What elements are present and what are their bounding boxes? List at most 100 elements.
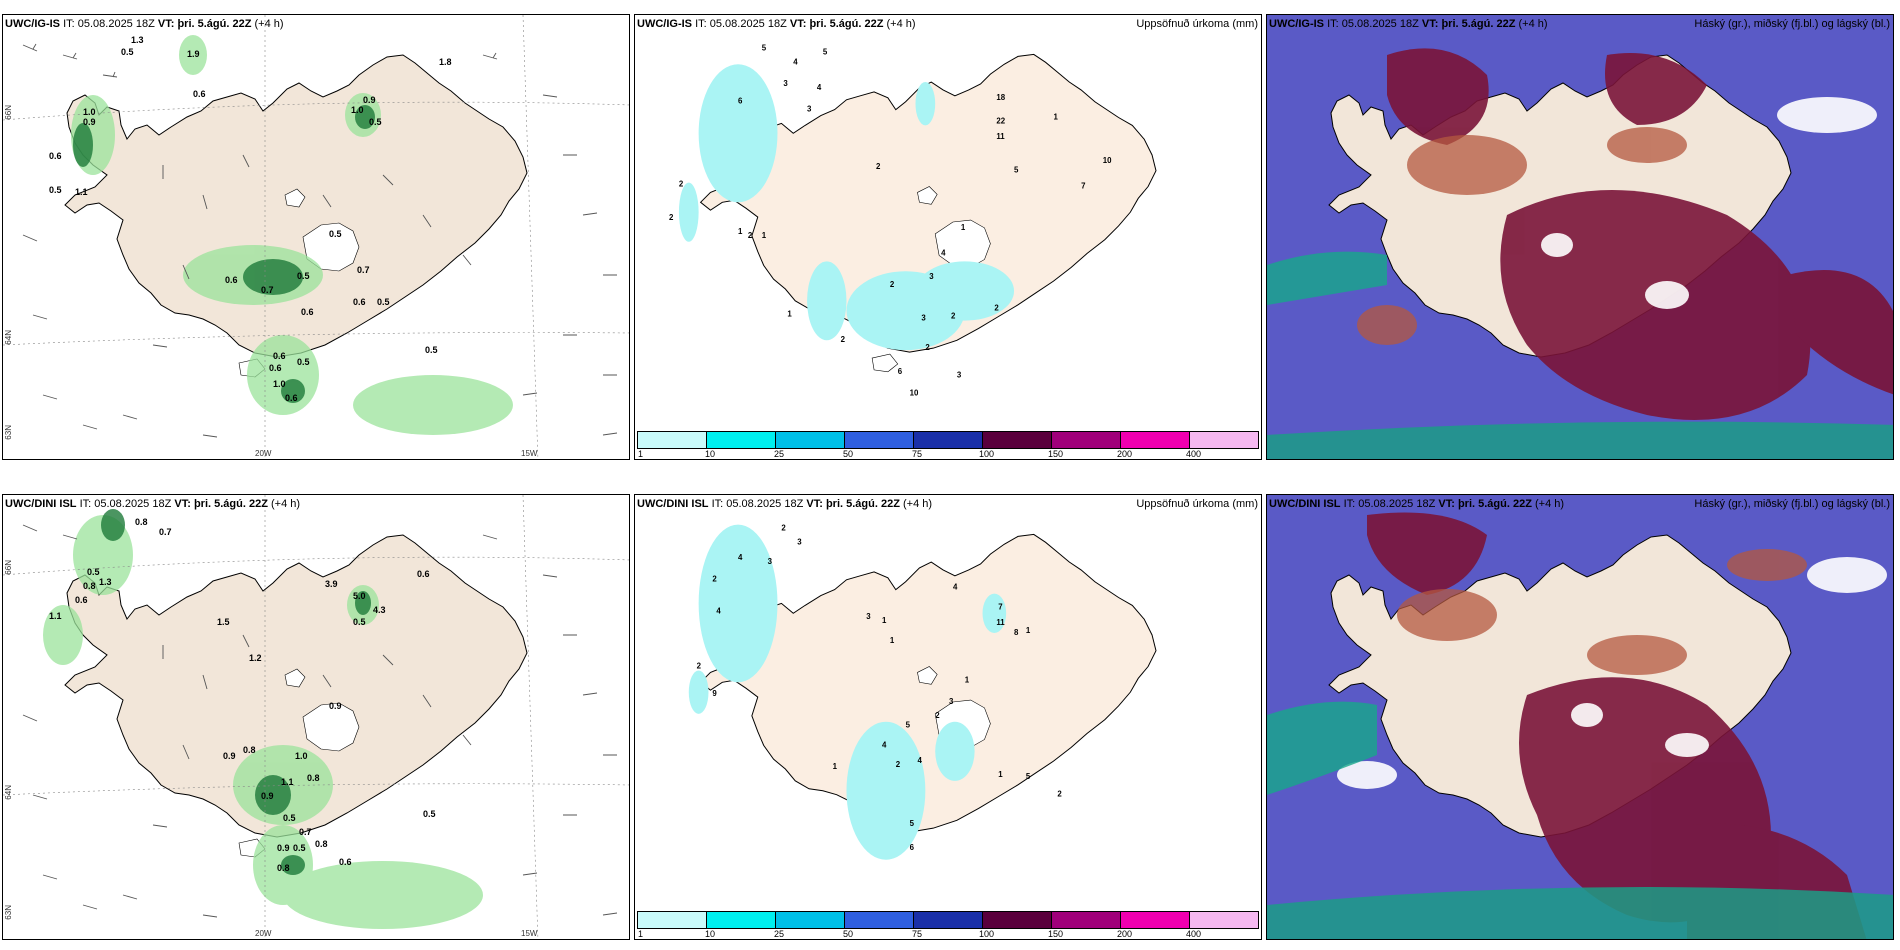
svg-text:4.3: 4.3 xyxy=(373,605,386,615)
accum-precip-map: 5 4 5 3 4 6 3 2 2 2 1 1 18 22 11 1 10 5 … xyxy=(639,15,1259,429)
lon-label: 15W xyxy=(521,449,538,458)
colorbar-segment xyxy=(707,912,776,928)
panel-clouds-igis: UWC/IG-IS IT: 05.08.2025 18Z VT: þri. 5.… xyxy=(1266,14,1894,460)
mid-cloud xyxy=(1397,549,1807,675)
svg-text:4: 4 xyxy=(793,57,798,66)
svg-text:3: 3 xyxy=(921,314,926,323)
colorbar-segment xyxy=(845,432,914,448)
panel-title: UWC/DINI ISL IT: 05.08.2025 18Z VT: þri.… xyxy=(637,498,933,510)
svg-text:3: 3 xyxy=(949,697,954,706)
svg-text:1: 1 xyxy=(890,636,895,645)
svg-text:0.7: 0.7 xyxy=(159,527,172,537)
lat-label: 64N xyxy=(4,330,13,345)
precip-shading xyxy=(688,524,1007,860)
wind-barbs xyxy=(22,43,618,438)
svg-text:1: 1 xyxy=(998,770,1003,779)
svg-text:11: 11 xyxy=(996,132,1005,141)
colorbar-segment xyxy=(983,432,1052,448)
lon-label: 15W xyxy=(521,929,538,938)
colorbar-segment xyxy=(638,912,707,928)
colorbar-segment xyxy=(1190,432,1258,448)
colorbar-segment xyxy=(1052,912,1121,928)
precip-label: 0.5 xyxy=(369,117,382,127)
precip-label: 0.7 xyxy=(261,285,274,295)
svg-text:0.9: 0.9 xyxy=(261,791,274,801)
panel-right-title: Háský (gr.), miðský (fj.bl.) og lágský (… xyxy=(1694,498,1890,510)
precip-label: 1.0 xyxy=(351,105,364,115)
precip-label: 0.6 xyxy=(269,363,282,373)
svg-text:0.5: 0.5 xyxy=(293,843,306,853)
precip-label: 1.0 xyxy=(83,107,96,117)
svg-text:8: 8 xyxy=(1014,628,1019,637)
svg-text:18: 18 xyxy=(996,93,1005,102)
precip-label: 0.9 xyxy=(83,117,96,127)
svg-text:1: 1 xyxy=(1026,626,1031,635)
svg-text:2: 2 xyxy=(951,312,956,321)
svg-text:10: 10 xyxy=(910,388,919,397)
precip-label: 0.5 xyxy=(121,47,134,57)
svg-text:9: 9 xyxy=(712,689,717,698)
svg-text:5: 5 xyxy=(1026,772,1031,781)
svg-text:3: 3 xyxy=(797,537,802,546)
precip-label: 0.5 xyxy=(297,271,310,281)
svg-text:1: 1 xyxy=(738,227,743,236)
svg-text:4: 4 xyxy=(716,606,721,615)
svg-text:0.9: 0.9 xyxy=(223,751,236,761)
colorbar-segment xyxy=(845,912,914,928)
panel-wind-precip-dini: UWC/DINI ISL IT: 05.08.2025 18Z VT: þri.… xyxy=(2,494,630,940)
wind-precip-map: 0.5 1.3 1.9 0.6 1.0 0.9 0.6 0.5 1.1 0.9 … xyxy=(3,15,629,459)
precip-label: 0.5 xyxy=(297,357,310,367)
panel-clouds-dini: UWC/DINI ISL IT: 05.08.2025 18Z VT: þri.… xyxy=(1266,494,1894,940)
accum-precip-map: 2 3 4 3 2 4 2 3 1 1 4 7 11 8 1 9 1 3 2 5… xyxy=(639,495,1259,909)
svg-text:0.8: 0.8 xyxy=(243,745,256,755)
svg-text:2: 2 xyxy=(748,231,753,240)
svg-text:0.6: 0.6 xyxy=(417,569,430,579)
svg-text:6: 6 xyxy=(738,97,743,106)
svg-text:5: 5 xyxy=(906,721,911,730)
svg-text:3.9: 3.9 xyxy=(325,579,338,589)
svg-text:1.2: 1.2 xyxy=(249,653,262,663)
precip-label: 1.1 xyxy=(75,187,88,197)
svg-text:4: 4 xyxy=(953,583,958,592)
colorbar-segment xyxy=(1121,432,1190,448)
precip-label: 0.6 xyxy=(49,151,62,161)
precip-shading xyxy=(678,64,1015,351)
colorbar-segment xyxy=(914,912,983,928)
svg-text:1: 1 xyxy=(762,231,767,240)
precip-label: 0.6 xyxy=(301,307,314,317)
precip-label: 1.0 xyxy=(273,379,286,389)
svg-text:1: 1 xyxy=(965,675,970,684)
precip-label: 0.9 xyxy=(363,95,376,105)
wind-precip-map: 0.8 0.7 0.5 0.8 0.6 1.1 1.3 1.5 3.9 0.6 … xyxy=(3,495,629,939)
colorbar-segment xyxy=(776,912,845,928)
svg-text:0.7: 0.7 xyxy=(299,827,312,837)
svg-text:0.8: 0.8 xyxy=(307,773,320,783)
svg-text:2: 2 xyxy=(697,661,702,670)
svg-text:0.9: 0.9 xyxy=(329,701,342,711)
svg-text:5: 5 xyxy=(1014,166,1019,175)
panel-title: UWC/DINI ISL IT: 05.08.2025 18Z VT: þri.… xyxy=(1269,498,1565,510)
lat-label: 64N xyxy=(4,785,13,800)
colorbar-segment xyxy=(707,432,776,448)
panel-title: UWC/IG-IS IT: 05.08.2025 18Z VT: þri. 5.… xyxy=(637,18,916,30)
panel-right-title: Háský (gr.), miðský (fj.bl.) og lágský (… xyxy=(1694,18,1890,30)
svg-text:10: 10 xyxy=(1103,156,1112,165)
lon-label: 20W xyxy=(255,449,272,458)
svg-text:1: 1 xyxy=(1053,112,1058,121)
cloud-map xyxy=(1267,15,1893,459)
precip-label: 0.7 xyxy=(357,265,370,275)
lat-label: 63N xyxy=(4,905,13,920)
svg-text:3: 3 xyxy=(866,612,871,621)
lat-label: 63N xyxy=(4,425,13,440)
svg-text:1.0: 1.0 xyxy=(295,751,308,761)
precip-label: 0.6 xyxy=(273,351,286,361)
precip-label: 0.5 xyxy=(49,185,62,195)
svg-text:3: 3 xyxy=(768,557,773,566)
wind-barbs xyxy=(22,524,618,918)
svg-text:3: 3 xyxy=(957,371,962,380)
svg-text:0.5: 0.5 xyxy=(87,567,100,577)
cloud-map xyxy=(1267,495,1893,939)
svg-text:0.8: 0.8 xyxy=(315,839,328,849)
panel-title: UWC/DINI ISL IT: 05.08.2025 18Z VT: þri.… xyxy=(5,498,301,510)
lat-label: 66N xyxy=(4,105,13,120)
